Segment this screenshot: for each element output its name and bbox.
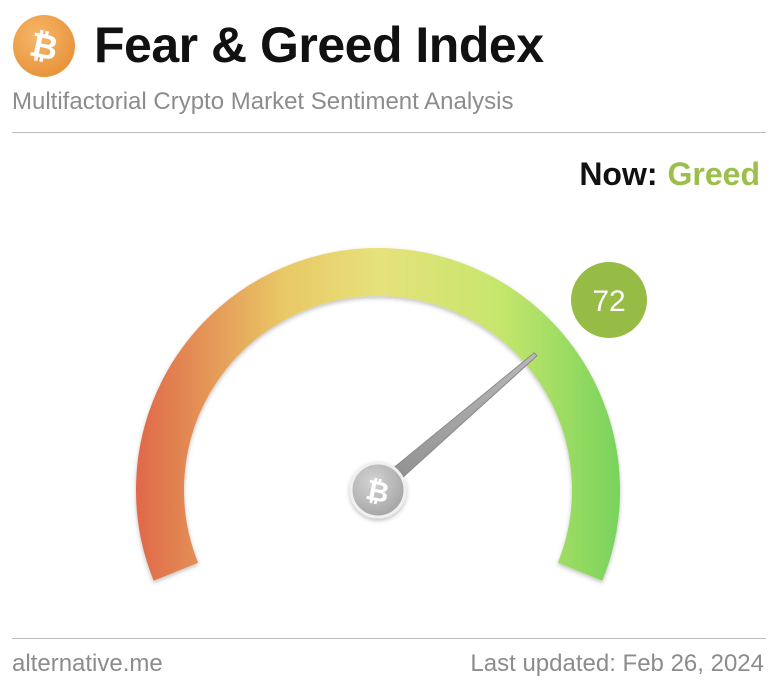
last-updated: Last updated: Feb 26, 2024 bbox=[470, 650, 764, 677]
bottom-divider bbox=[12, 638, 766, 639]
value-badge-circle bbox=[571, 262, 647, 338]
now-label: Now: bbox=[579, 156, 658, 192]
top-divider bbox=[12, 132, 766, 133]
gauge-hub: ₿ bbox=[349, 461, 407, 519]
value-badge-text: 72 bbox=[592, 285, 625, 318]
bitcoin-logo-icon: ₿ bbox=[13, 15, 75, 77]
current-status: Now: Greed bbox=[579, 156, 760, 193]
header: ₿ Fear & Greed Index bbox=[12, 14, 766, 84]
value-badge: 72 bbox=[571, 262, 647, 338]
bitcoin-hub-icon bbox=[349, 461, 407, 519]
source-link[interactable]: alternative.me bbox=[12, 650, 163, 677]
gauge-needle bbox=[380, 352, 538, 490]
page-title: Fear & Greed Index bbox=[94, 17, 544, 73]
page-subtitle: Multifactorial Crypto Market Sentiment A… bbox=[12, 88, 514, 115]
gauge-arc bbox=[136, 247, 620, 581]
now-value: Greed bbox=[667, 156, 760, 192]
